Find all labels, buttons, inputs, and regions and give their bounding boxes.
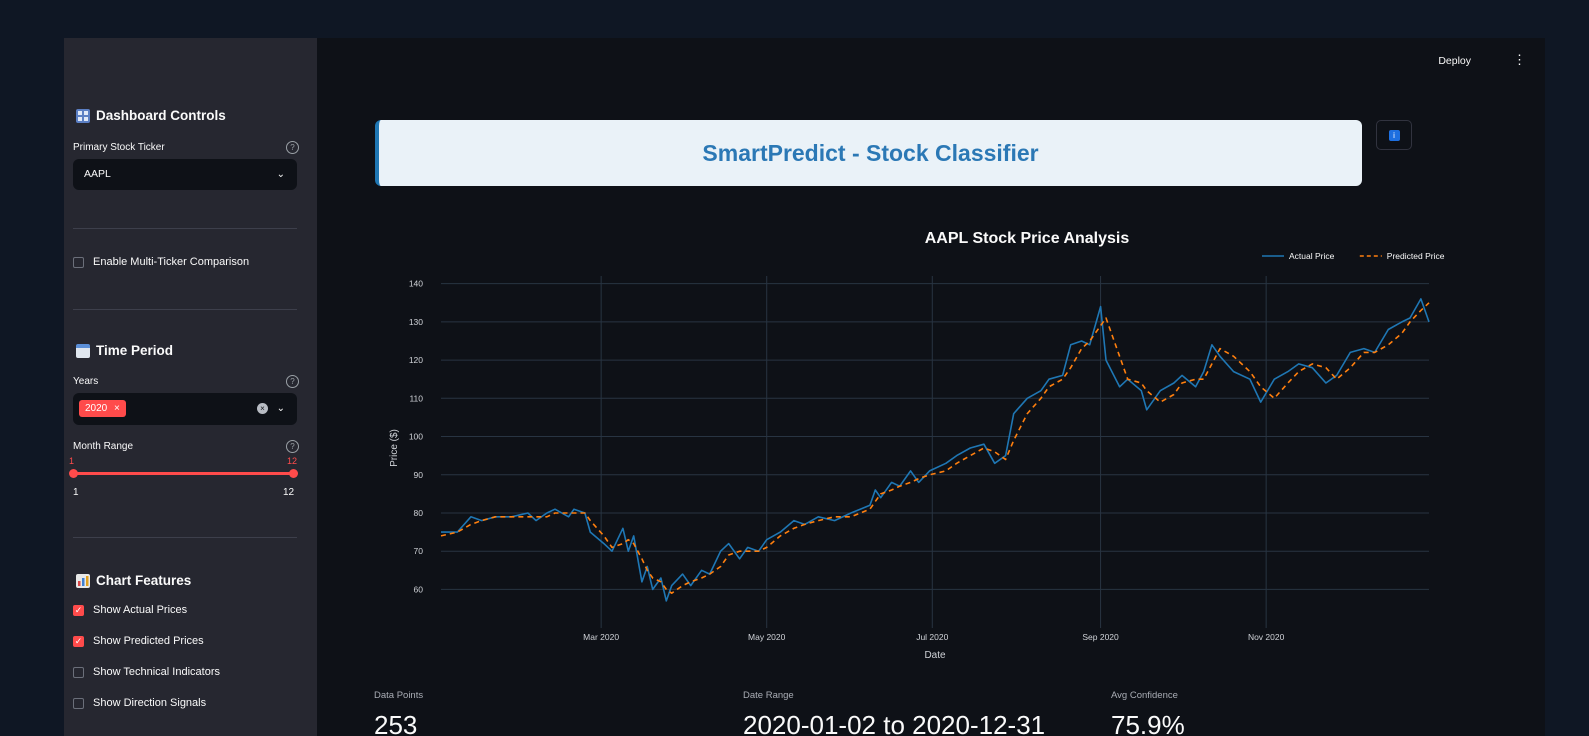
metric-label: Data Points <box>374 690 424 701</box>
main-content: Deploy ⋮ SmartPredict - Stock Classifier… <box>317 38 1545 736</box>
dashboard-controls-heading: Dashboard Controls <box>76 108 226 123</box>
metric-value: 2020-01-02 to 2020-12-31 <box>743 710 1046 736</box>
checkbox-box[interactable] <box>73 666 84 678</box>
divider <box>73 537 297 538</box>
years-multiselect[interactable]: 2020 × × ⌄ <box>73 393 297 425</box>
month-range-label: Month Range <box>73 441 134 452</box>
primary-ticker-select[interactable]: AAPL ⌄ <box>73 159 297 190</box>
y-tick-label: 90 <box>414 470 424 480</box>
divider <box>73 228 297 229</box>
month-range-low-value: 1 <box>69 456 75 466</box>
x-tick-label: Mar 2020 <box>583 632 619 642</box>
bar-chart-icon <box>76 573 90 588</box>
app-title-banner: SmartPredict - Stock Classifier <box>375 120 1362 186</box>
legend-label: Actual Price <box>1289 251 1335 261</box>
predicted-price-line <box>440 302 1430 594</box>
checkbox-box[interactable] <box>73 697 84 709</box>
y-tick-label: 70 <box>414 546 424 556</box>
month-range-max: 12 <box>283 487 295 498</box>
years-label: Years <box>73 376 99 387</box>
chart-features-title: Chart Features <box>96 573 192 588</box>
y-tick-label: 60 <box>414 584 424 594</box>
y-tick-label: 80 <box>414 508 424 518</box>
checkbox-checked[interactable]: ✓ <box>73 604 84 616</box>
divider <box>73 309 297 310</box>
chevron-down-icon: ⌄ <box>276 403 285 414</box>
legend-label: Predicted Price <box>1387 251 1445 261</box>
primary-ticker-value: AAPL <box>84 168 111 180</box>
metric-label: Date Range <box>743 690 794 701</box>
kebab-icon[interactable]: ⋮ <box>1513 52 1526 67</box>
month-range-slider[interactable] <box>69 469 298 478</box>
show-direction-signals-checkbox[interactable]: Show Direction Signals <box>73 697 206 709</box>
show-actual-prices-checkbox[interactable]: ✓ Show Actual Prices <box>73 604 187 616</box>
year-tag-label: 2020 <box>85 403 108 414</box>
feature-label: Show Predicted Prices <box>93 635 204 647</box>
month-range-high-value: 12 <box>287 456 298 466</box>
price-chart: AAPL Stock Price Analysis 60 70 80 90 100 110 1… <box>389 230 1445 661</box>
show-technical-indicators-checkbox[interactable]: Show Technical Indicators <box>73 666 220 678</box>
info-icon: i <box>1388 129 1400 141</box>
time-period-heading: Time Period <box>76 343 173 358</box>
multi-ticker-checkbox[interactable]: Enable Multi-Ticker Comparison <box>73 256 249 268</box>
feature-label: Show Technical Indicators <box>93 666 220 678</box>
metric-label: Avg Confidence <box>1111 690 1178 701</box>
slider-handle-high[interactable] <box>289 469 298 478</box>
info-button[interactable]: i <box>1376 120 1412 150</box>
app-window: Dashboard Controls Primary Stock Ticker … <box>64 38 1545 736</box>
help-icon[interactable]: ? <box>286 375 299 388</box>
dashboard-controls-title: Dashboard Controls <box>96 108 226 123</box>
y-axis-label: Price ($) <box>389 429 400 467</box>
metric-value: 75.9% <box>1111 710 1185 736</box>
checkbox-box[interactable] <box>73 256 84 268</box>
y-tick-label: 100 <box>409 432 423 442</box>
dashboard-grid-icon <box>76 108 90 123</box>
chevron-down-icon: ⌄ <box>276 169 285 180</box>
x-axis-label: Date <box>924 650 946 661</box>
feature-label: Show Direction Signals <box>93 697 207 709</box>
x-tick-label: Jul 2020 <box>916 632 948 642</box>
primary-ticker-label: Primary Stock Ticker <box>73 142 165 153</box>
remove-tag-icon[interactable]: × <box>114 403 120 414</box>
calendar-icon <box>76 343 90 358</box>
y-tick-label: 130 <box>409 317 423 327</box>
x-tick-label: May 2020 <box>748 632 786 642</box>
clear-all-icon[interactable]: × <box>257 403 268 414</box>
time-period-title: Time Period <box>96 343 174 358</box>
sidebar: Dashboard Controls Primary Stock Ticker … <box>64 38 317 736</box>
checkbox-checked[interactable]: ✓ <box>73 635 84 647</box>
y-tick-label: 140 <box>409 279 423 289</box>
metric-value: 253 <box>374 710 418 736</box>
y-tick-label: 110 <box>409 393 423 403</box>
feature-label: Show Actual Prices <box>93 604 188 616</box>
help-icon[interactable]: ? <box>286 440 299 453</box>
help-icon[interactable]: ? <box>286 141 299 154</box>
y-tick-label: 120 <box>409 355 423 365</box>
actual-price-line <box>441 298 1430 602</box>
year-tag[interactable]: 2020 × <box>79 400 126 417</box>
app-title: SmartPredict - Stock Classifier <box>702 139 1039 166</box>
show-predicted-prices-checkbox[interactable]: ✓ Show Predicted Prices <box>73 635 204 647</box>
multi-ticker-label: Enable Multi-Ticker Comparison <box>93 256 250 268</box>
chart-features-heading: Chart Features <box>76 573 191 588</box>
slider-handle-low[interactable] <box>69 469 78 478</box>
x-tick-label: Nov 2020 <box>1248 632 1285 642</box>
chart-title: AAPL Stock Price Analysis <box>925 230 1130 247</box>
deploy-button[interactable]: Deploy <box>1438 55 1471 67</box>
x-tick-label: Sep 2020 <box>1082 632 1119 642</box>
month-range-min: 1 <box>73 487 79 498</box>
